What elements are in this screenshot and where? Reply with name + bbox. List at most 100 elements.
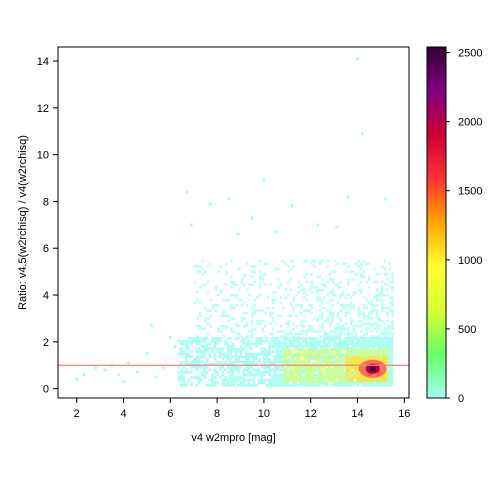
density-cell	[263, 352, 266, 356]
density-cell	[321, 351, 325, 355]
density-cell	[255, 345, 258, 348]
density-cell	[387, 381, 391, 384]
density-cell	[356, 361, 359, 364]
density-cell	[279, 314, 283, 318]
density-cell	[206, 291, 210, 294]
density-cell	[258, 278, 262, 281]
density-cell	[378, 272, 381, 276]
density-cell	[281, 345, 284, 348]
density-cell	[378, 348, 382, 352]
density-cell	[287, 348, 291, 352]
density-cell	[391, 324, 394, 328]
density-cell	[308, 369, 312, 373]
density-cell	[334, 354, 338, 357]
density-cell	[250, 347, 253, 351]
density-cell	[372, 384, 375, 387]
density-cell	[352, 327, 355, 331]
density-cell	[294, 339, 297, 343]
density-cell	[255, 342, 258, 345]
density-cell	[221, 363, 225, 366]
density-cell	[263, 371, 266, 374]
outlier-point	[122, 380, 125, 383]
density-cell	[321, 288, 324, 292]
density-cell	[289, 278, 293, 281]
density-cell	[311, 354, 314, 357]
density-cell	[303, 354, 306, 357]
density-cell	[282, 374, 286, 378]
density-cell	[278, 358, 282, 361]
density-cell	[198, 358, 201, 361]
density-cell	[365, 327, 368, 331]
density-cell	[237, 378, 240, 382]
density-cell	[182, 360, 186, 364]
density-cell	[349, 270, 353, 273]
density-cell	[356, 368, 359, 372]
density-cell	[263, 368, 266, 371]
density-cell	[263, 272, 267, 276]
density-cell	[328, 335, 332, 338]
y-tick-label: 4	[43, 290, 49, 302]
density-cell	[374, 379, 377, 382]
density-cell	[208, 342, 212, 345]
density-cell	[348, 339, 352, 343]
density-cell	[221, 384, 225, 387]
density-cell	[308, 304, 311, 307]
density-cell	[341, 342, 344, 345]
density-cell	[377, 345, 381, 348]
density-cell	[304, 345, 308, 348]
density-cell	[319, 351, 322, 355]
density-cell	[339, 374, 343, 378]
density-cell	[291, 345, 295, 348]
density-cell	[287, 354, 291, 357]
density-cell	[348, 384, 352, 387]
density-cell	[258, 285, 262, 289]
density-cell	[231, 355, 235, 358]
density-cell	[265, 378, 269, 382]
density-cell	[343, 337, 347, 340]
density-cell	[187, 337, 191, 340]
density-cell	[319, 369, 322, 373]
density-cell	[380, 337, 383, 340]
density-cell	[257, 352, 261, 356]
density-cell	[347, 293, 350, 297]
density-cell	[349, 317, 353, 320]
density-cell	[321, 335, 324, 338]
density-cell	[190, 355, 193, 358]
density-cell	[231, 368, 235, 371]
density-cell	[290, 367, 293, 370]
density-cell	[248, 283, 251, 286]
density-cell	[353, 358, 357, 362]
density-cell	[386, 272, 389, 276]
density-cell	[318, 298, 322, 302]
density-cell	[296, 337, 300, 340]
density-cell	[356, 355, 359, 359]
density-cell	[326, 372, 330, 375]
density-cell	[226, 342, 230, 345]
density-cell	[339, 348, 343, 352]
density-cell	[250, 311, 254, 315]
density-cell	[269, 314, 272, 318]
density-cell	[205, 347, 209, 351]
density-cell	[213, 352, 217, 356]
density-cell	[379, 358, 383, 362]
density-cell	[268, 368, 271, 371]
density-cell	[386, 311, 389, 315]
density-cell	[230, 275, 233, 279]
density-cell	[321, 377, 325, 381]
density-cell	[270, 368, 274, 371]
density-cell	[350, 354, 353, 357]
density-cell	[240, 317, 244, 320]
density-cell	[311, 372, 314, 375]
density-cell	[342, 354, 345, 357]
density-cell	[366, 376, 370, 380]
density-cell	[222, 311, 225, 315]
density-cell	[302, 314, 306, 318]
density-cell	[384, 379, 388, 382]
density-cell	[356, 374, 359, 377]
density-cell	[337, 356, 340, 360]
density-cell	[216, 342, 219, 345]
density-cell	[310, 304, 314, 307]
density-cell	[302, 339, 305, 343]
density-cell	[302, 345, 305, 348]
density-cell	[200, 352, 204, 356]
